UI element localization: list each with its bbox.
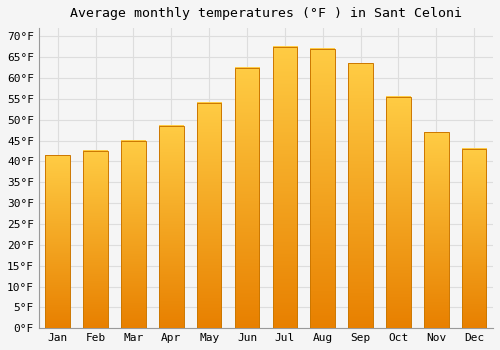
Bar: [46, 155, 70, 328]
Bar: [84, 151, 108, 328]
Bar: [234, 68, 260, 328]
Bar: [310, 49, 335, 328]
Bar: [197, 103, 222, 328]
Bar: [272, 47, 297, 328]
Bar: [462, 149, 486, 328]
Bar: [424, 132, 448, 328]
Bar: [386, 97, 410, 328]
Title: Average monthly temperatures (°F ) in Sant Celoni: Average monthly temperatures (°F ) in Sa…: [70, 7, 462, 20]
Bar: [348, 63, 373, 328]
Bar: [121, 141, 146, 328]
Bar: [159, 126, 184, 328]
